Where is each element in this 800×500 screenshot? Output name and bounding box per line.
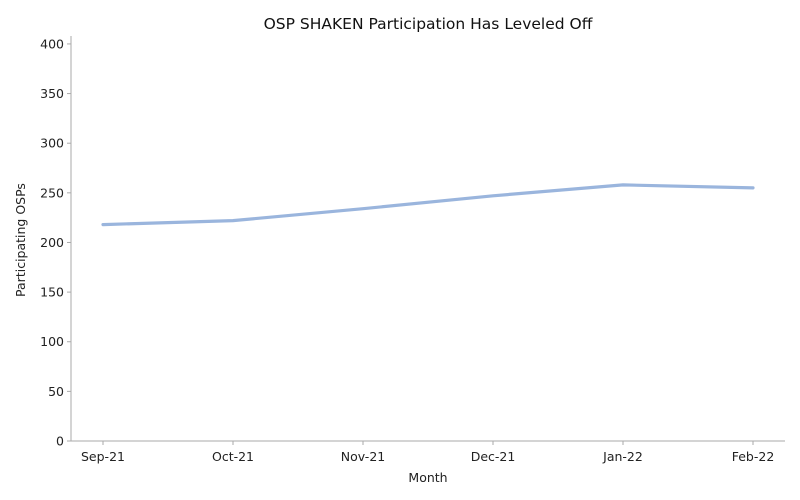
data-point <box>491 194 495 198</box>
y-axis-label: Participating OSPs <box>13 183 28 297</box>
y-tick-label: 0 <box>56 434 64 449</box>
x-tick-label: Dec-21 <box>471 449 516 464</box>
x-tick-label: Feb-22 <box>732 449 775 464</box>
chart-title: OSP SHAKEN Participation Has Leveled Off <box>264 15 593 33</box>
data-point <box>231 219 235 222</box>
y-tick-label: 200 <box>40 235 64 250</box>
data-point <box>751 186 755 190</box>
y-axis: 0 50 100 150 200 250 300 350 400 <box>40 36 72 449</box>
y-tick-label: 400 <box>40 36 64 51</box>
y-tick-label: 300 <box>40 136 64 151</box>
x-tick-label: Sep-21 <box>81 449 125 464</box>
x-axis: Sep-21 Oct-21 Nov-21 Dec-21 Jan-22 Feb-22 <box>71 440 785 464</box>
y-tick-label: 100 <box>40 334 64 349</box>
y-tick-label: 350 <box>40 86 64 101</box>
x-axis-label: Month <box>408 470 447 485</box>
data-point <box>621 183 625 187</box>
x-tick-label: Oct-21 <box>212 449 254 464</box>
x-tick-label: Jan-22 <box>602 449 643 464</box>
y-tick-label: 50 <box>48 384 64 399</box>
data-point <box>361 207 365 210</box>
x-tick-label: Nov-21 <box>341 449 385 464</box>
y-tick-label: 250 <box>40 185 64 200</box>
data-point <box>101 223 105 226</box>
series-line <box>101 183 755 227</box>
y-tick-label: 150 <box>40 285 64 300</box>
series-lines <box>101 183 755 227</box>
